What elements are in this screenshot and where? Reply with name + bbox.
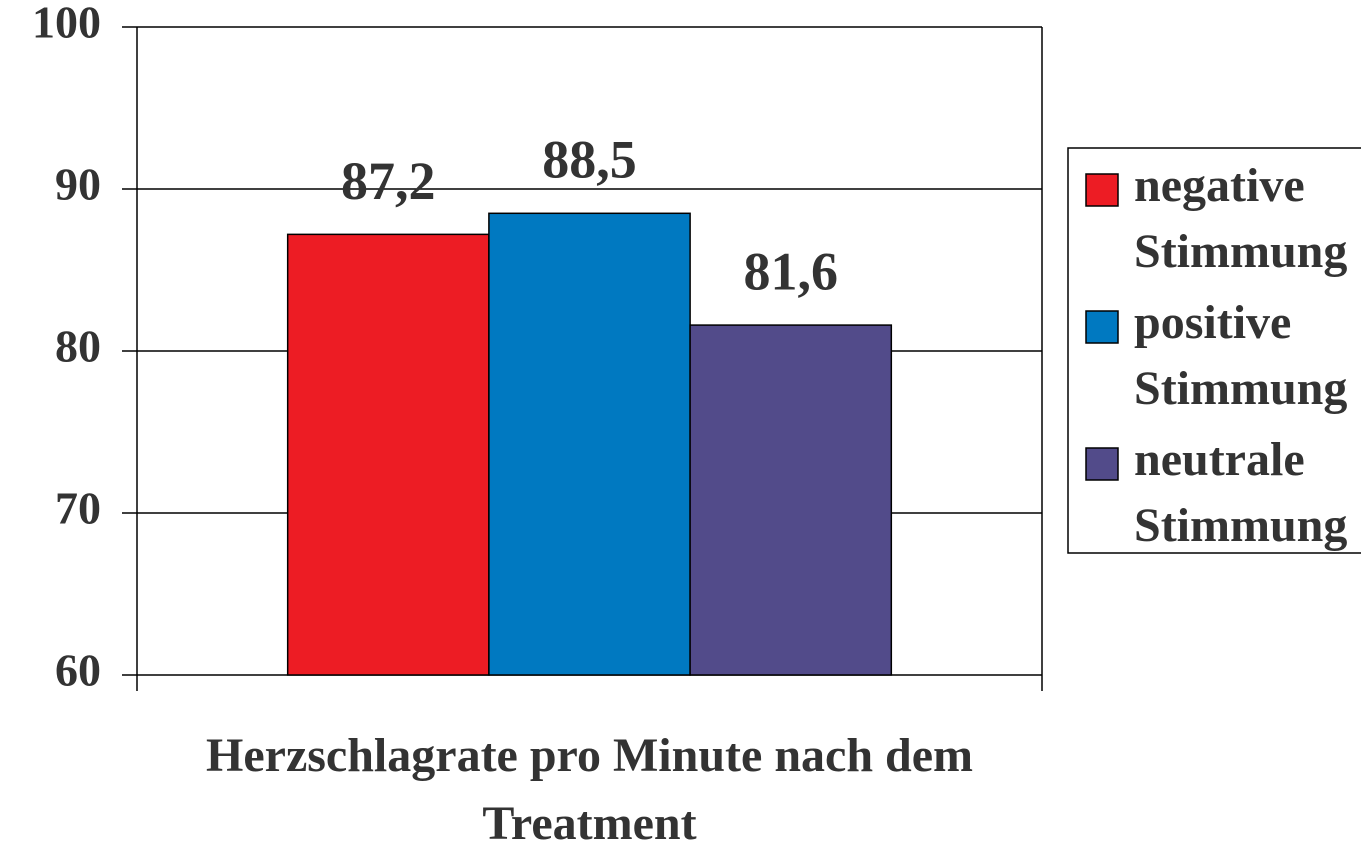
x-tick-label: Herzschlagrate pro Minute nach dem Treatm…: [206, 729, 973, 845]
y-tick-label: 100: [32, 0, 101, 48]
legend-swatch: [1085, 310, 1119, 344]
y-tick-label: 90: [55, 159, 101, 210]
bar: [488, 212, 691, 676]
y-tick-label: 80: [55, 321, 101, 372]
data-label: 87,2: [341, 151, 436, 211]
data-label: 88,5: [542, 130, 637, 190]
bar: [286, 233, 490, 676]
data-label: 81,6: [743, 241, 838, 301]
y-tick-label: 70: [55, 483, 101, 534]
bar: [689, 324, 893, 676]
legend-label: negative Stimmung: [1134, 159, 1347, 278]
legend-label: neutrale Stimmung: [1134, 433, 1347, 552]
legend-swatch: [1085, 173, 1119, 207]
legend-swatch: [1085, 447, 1119, 481]
y-tick-label: 60: [55, 645, 101, 696]
legend-label: positive Stimmung: [1134, 296, 1347, 415]
legend-box: [1067, 147, 1361, 554]
